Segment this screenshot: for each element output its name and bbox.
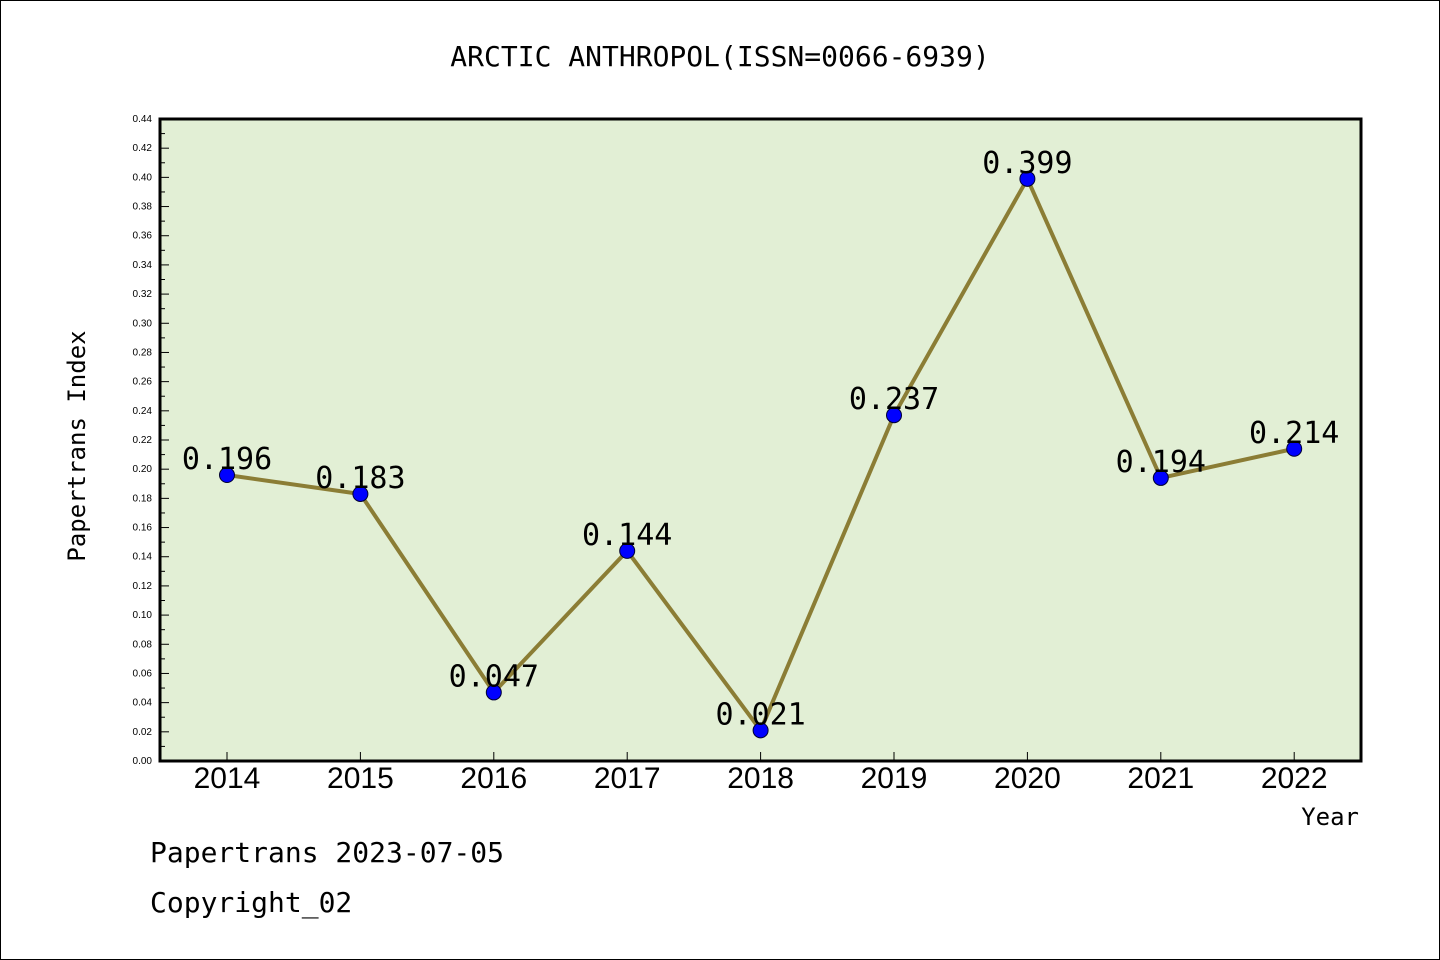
data-label: 0.183 <box>315 461 405 496</box>
data-point <box>1286 440 1303 457</box>
x-tick-label: 2017 <box>594 762 661 795</box>
x-tick-label: 2018 <box>727 762 794 795</box>
y-tick-label: 0.14 <box>133 552 153 563</box>
y-tick-label: 0.08 <box>133 639 153 650</box>
chart-title: ARCTIC ANTHROPOL(ISSN=0066-6939) <box>450 40 989 73</box>
footer-copyright: Copyright_02 <box>150 886 353 919</box>
y-axis-label: Papertrans Index <box>63 330 91 561</box>
y-tick-label: 0.10 <box>133 610 153 621</box>
y-tick-label: 0.22 <box>133 435 153 446</box>
y-tick-label: 0.40 <box>133 172 153 183</box>
data-point <box>886 407 902 424</box>
y-tick-label: 0.02 <box>133 727 153 738</box>
data-label: 0.237 <box>849 382 939 417</box>
y-tick-label: 0.30 <box>133 318 153 329</box>
data-point <box>1019 170 1036 187</box>
y-tick-label: 0.04 <box>133 698 153 709</box>
y-tick-label: 0.36 <box>133 231 153 242</box>
y-tick-label: 0.06 <box>133 668 153 679</box>
data-label: 0.021 <box>715 697 805 732</box>
y-tick-label: 0.32 <box>133 289 153 300</box>
x-axis-label: Year <box>1301 803 1359 831</box>
x-tick-label: 2014 <box>194 762 261 795</box>
x-tick-label: 2016 <box>460 762 527 795</box>
data-point <box>1152 469 1169 486</box>
data-point <box>219 467 235 484</box>
series-line <box>219 170 1303 739</box>
y-tick-label: 0.00 <box>133 756 153 767</box>
data-label: 0.196 <box>182 442 272 477</box>
x-axis: 2014 2015 2016 2017 2018 2019 2020 2021 2022 <box>194 752 1328 795</box>
data-label: 0.214 <box>1249 416 1339 451</box>
y-tick-label: 0.16 <box>133 523 153 534</box>
data-point <box>485 684 502 701</box>
y-tick-label: 0.20 <box>133 464 153 475</box>
y-tick-label: 0.26 <box>133 377 153 388</box>
data-label: 0.194 <box>1116 445 1206 480</box>
x-tick-label: 2020 <box>994 762 1061 795</box>
y-axis: 0.00 0.02 0.04 0.06 0.08 0.10 0.12 0.14 0.16 0.18… <box>133 114 169 767</box>
y-tick-label: 0.24 <box>133 406 153 417</box>
data-labels: 0.196 0.183 0.047 0.144 0.021 0.237 0.399 0.194… <box>182 146 1340 733</box>
data-point <box>352 485 369 502</box>
footer-source: Papertrans 2023-07-05 <box>150 836 505 869</box>
plot-area <box>158 117 1363 763</box>
data-label: 0.144 <box>582 518 672 553</box>
y-tick-label: 0.42 <box>133 143 153 154</box>
data-label: 0.399 <box>982 146 1072 181</box>
y-tick-label: 0.18 <box>133 493 153 504</box>
data-point <box>619 542 636 559</box>
data-point <box>752 722 769 739</box>
x-tick-label: 2019 <box>861 762 928 795</box>
x-tick-label: 2015 <box>327 762 394 795</box>
y-tick-label: 0.12 <box>133 581 153 592</box>
y-tick-label: 0.28 <box>133 347 153 358</box>
x-tick-label: 2021 <box>1127 762 1194 795</box>
x-tick-label: 2022 <box>1261 762 1328 795</box>
y-tick-label: 0.44 <box>133 114 153 125</box>
data-label: 0.047 <box>449 659 539 694</box>
y-tick-label: 0.34 <box>133 260 153 271</box>
y-tick-label: 0.38 <box>133 202 153 213</box>
